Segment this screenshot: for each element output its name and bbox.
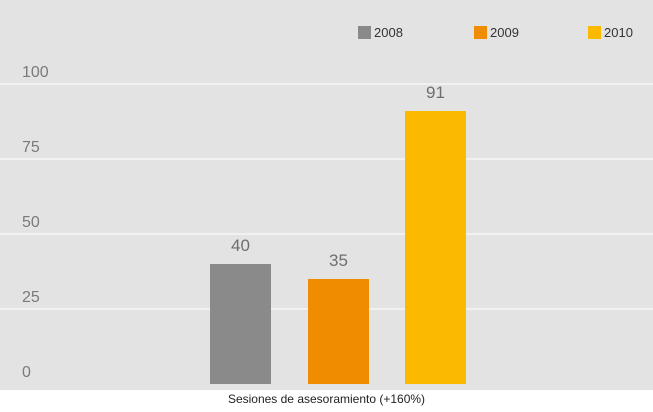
bar-chart: 0 25 50 75 100 40 35 91 2008 2009 2010: [0, 0, 653, 390]
legend-swatch-2008: [358, 26, 371, 39]
y-tick-label-0: 0: [22, 364, 31, 381]
y-tick-label-75: 75: [22, 139, 40, 156]
value-label-2008: 40: [231, 236, 250, 255]
legend-label-2010: 2010: [604, 25, 633, 40]
legend-label-2008: 2008: [374, 25, 403, 40]
legend-swatch-2009: [474, 26, 487, 39]
x-axis-title: Sesiones de asesoramiento (+160%): [227, 392, 426, 406]
value-label-2010: 91: [426, 83, 445, 102]
y-tick-label-25: 25: [22, 289, 40, 306]
y-tick-label-100: 100: [22, 64, 49, 81]
bar-2009: [308, 279, 369, 384]
bar-2008: [210, 264, 271, 384]
value-label-2009: 35: [329, 251, 348, 270]
bar-2010: [405, 111, 466, 384]
legend-label-2009: 2009: [490, 25, 519, 40]
legend-swatch-2010: [588, 26, 601, 39]
y-tick-label-50: 50: [22, 214, 40, 231]
